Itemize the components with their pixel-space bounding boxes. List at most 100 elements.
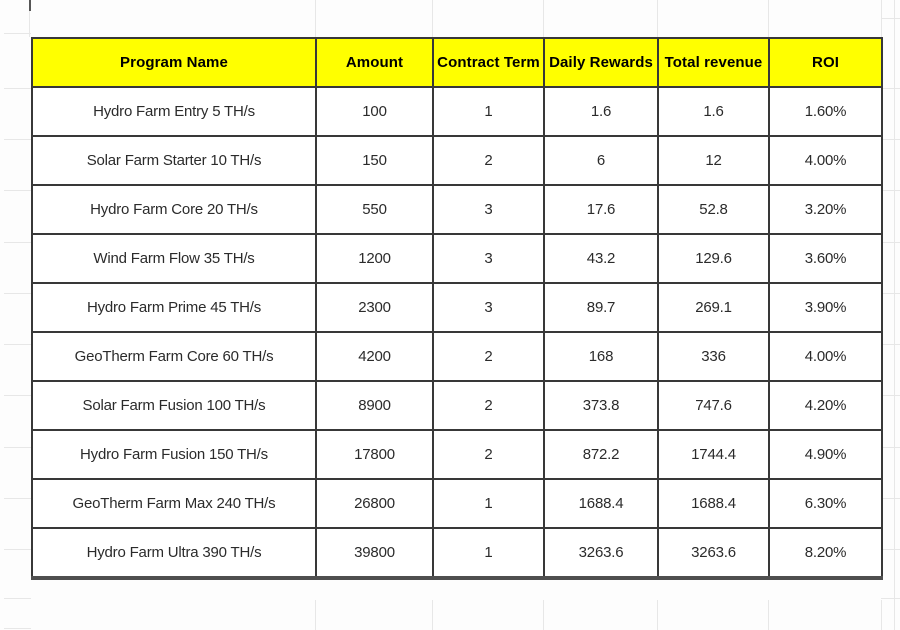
sheet-gridline: [881, 242, 900, 243]
table-row: Hydro Farm Fusion 150 TH/s 17800 2 872.2 174…: [31, 429, 883, 480]
table-cell: Hydro Farm Fusion 150 TH/s: [31, 429, 317, 480]
table-cell: 373.8: [543, 380, 659, 431]
sheet-gridline: [881, 395, 900, 396]
table-cell: Solar Farm Starter 10 TH/s: [31, 135, 317, 186]
sheet-gridline: [881, 18, 900, 19]
table-cell: Hydro Farm Entry 5 TH/s: [31, 86, 317, 137]
column-header: Total revenue: [657, 37, 770, 88]
table-cell: 1.6: [543, 86, 659, 137]
table-cell: 8900: [315, 380, 434, 431]
table-cell: 43.2: [543, 233, 659, 284]
sheet-gridline: [657, 600, 658, 630]
sheet-gridline: [881, 498, 900, 499]
sheet-gridline: [4, 447, 31, 448]
table-cell: Solar Farm Fusion 100 TH/s: [31, 380, 317, 431]
table-cell: 4.90%: [768, 429, 883, 480]
sheet-gridline: [881, 190, 900, 191]
column-header: Amount: [315, 37, 434, 88]
table-row: GeoTherm Farm Max 240 TH/s 26800 1 1688.4 16…: [31, 478, 883, 529]
sheet-gridline: [432, 600, 433, 630]
table-cell: 4.00%: [768, 331, 883, 382]
table-cell: 12: [657, 135, 770, 186]
table-cell: 550: [315, 184, 434, 235]
table-row: Solar Farm Fusion 100 TH/s 8900 2 373.8 747.…: [31, 380, 883, 431]
table-cell: 872.2: [543, 429, 659, 480]
table-cell: 1.60%: [768, 86, 883, 137]
sheet-gridline: [881, 344, 900, 345]
table-cell: 150: [315, 135, 434, 186]
sheet-gridline: [432, 0, 433, 37]
table-cell: Hydro Farm Core 20 TH/s: [31, 184, 317, 235]
sheet-gridline: [29, 11, 30, 37]
table-cell: 2: [432, 380, 545, 431]
table-cell: 1: [432, 527, 545, 579]
table-cell: GeoTherm Farm Max 240 TH/s: [31, 478, 317, 529]
table-cell: 1688.4: [657, 478, 770, 529]
sheet-gridline: [4, 498, 31, 499]
sheet-gridline: [4, 395, 31, 396]
table-row: Hydro Farm Core 20 TH/s 550 3 17.6 52.8 3.20%: [31, 184, 883, 235]
table-cell: 1.6: [657, 86, 770, 137]
sheet-gridline: [315, 600, 316, 630]
table-cell: 6: [543, 135, 659, 186]
table-cell: 26800: [315, 478, 434, 529]
table-cell: Wind Farm Flow 35 TH/s: [31, 233, 317, 284]
table-cell: 747.6: [657, 380, 770, 431]
column-edge-tick: [29, 0, 31, 11]
sheet-gridline: [894, 0, 895, 630]
sheet-gridline: [4, 139, 31, 140]
table-cell: 2: [432, 429, 545, 480]
table-cell: 89.7: [543, 282, 659, 333]
table-row: GeoTherm Farm Core 60 TH/s 4200 2 168 336 4.0…: [31, 331, 883, 382]
column-header: Contract Term: [432, 37, 545, 88]
table-cell: 4200: [315, 331, 434, 382]
table-row: Solar Farm Starter 10 TH/s 150 2 6 12 4.00%: [31, 135, 883, 186]
sheet-gridline: [4, 33, 31, 34]
sheet-gridline: [881, 549, 900, 550]
table-cell: GeoTherm Farm Core 60 TH/s: [31, 331, 317, 382]
sheet-gridline: [881, 598, 900, 599]
table-row: Hydro Farm Prime 45 TH/s 2300 3 89.7 269.1 3.…: [31, 282, 883, 333]
column-header: ROI: [768, 37, 883, 88]
table-row: Hydro Farm Ultra 390 TH/s 39800 1 3263.6 326…: [31, 527, 883, 579]
table-cell: 17800: [315, 429, 434, 480]
program-table: Program Name Amount Contract Term Daily Rew…: [31, 37, 883, 580]
table-cell: 269.1: [657, 282, 770, 333]
column-header: Program Name: [31, 37, 317, 88]
table-cell: 129.6: [657, 233, 770, 284]
table-cell: Hydro Farm Prime 45 TH/s: [31, 282, 317, 333]
table-cell: 3263.6: [543, 527, 659, 579]
table-cell: 4.20%: [768, 380, 883, 431]
table-cell: 52.8: [657, 184, 770, 235]
table-cell: 6.30%: [768, 478, 883, 529]
sheet-gridline: [881, 293, 900, 294]
header-row: Program Name Amount Contract Term Daily Rew…: [31, 37, 883, 88]
sheet-gridline: [315, 0, 316, 37]
sheet-gridline: [4, 344, 31, 345]
table-cell: 17.6: [543, 184, 659, 235]
table-cell: 3263.6: [657, 527, 770, 579]
sheet-gridline: [881, 139, 900, 140]
sheet-gridline: [4, 88, 31, 89]
table-cell: 2: [432, 135, 545, 186]
sheet-gridline: [543, 600, 544, 630]
table-header: Program Name Amount Contract Term Daily Rew…: [31, 37, 883, 88]
sheet-gridline: [4, 293, 31, 294]
table-cell: 2: [432, 331, 545, 382]
table-body: Hydro Farm Entry 5 TH/s 100 1 1.6 1.6 1.60% So…: [31, 86, 883, 579]
table-cell: 1744.4: [657, 429, 770, 480]
sheet-gridline: [4, 190, 31, 191]
table-row: Wind Farm Flow 35 TH/s 1200 3 43.2 129.6 3.60…: [31, 233, 883, 284]
table-cell: 1688.4: [543, 478, 659, 529]
table-cell: 1200: [315, 233, 434, 284]
sheet-gridline: [4, 628, 31, 629]
column-header: Daily Rewards: [543, 37, 659, 88]
table-cell: 8.20%: [768, 527, 883, 579]
table-cell: 100: [315, 86, 434, 137]
table-cell: 3.60%: [768, 233, 883, 284]
sheet-gridline: [657, 0, 658, 37]
table-cell: 4.00%: [768, 135, 883, 186]
table-cell: 168: [543, 331, 659, 382]
sheet-gridline: [4, 242, 31, 243]
